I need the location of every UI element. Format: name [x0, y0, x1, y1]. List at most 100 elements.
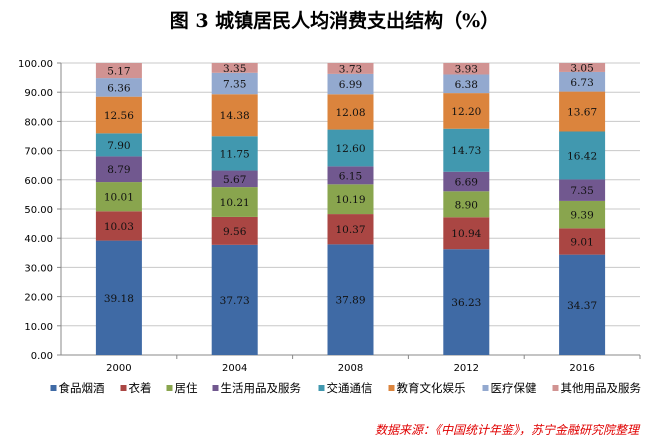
data-label: 10.37: [335, 224, 365, 236]
bar-segment: [443, 74, 490, 94]
data-label: 6.15: [339, 170, 362, 182]
data-label: 36.23: [451, 297, 481, 309]
x-tick-label: 2000: [106, 363, 131, 374]
data-label: 5.67: [223, 174, 246, 186]
data-label: 10.19: [335, 194, 365, 206]
legend-swatch: [120, 385, 127, 391]
legend-label: 居住: [175, 381, 198, 395]
legend-label: 生活用品及服务: [221, 381, 302, 395]
legend-swatch: [482, 385, 489, 391]
bar-segment: [95, 133, 142, 157]
bar-segment: [559, 131, 606, 180]
legend-label: 医疗保健: [491, 381, 537, 395]
bar-segment: [95, 63, 142, 79]
y-tick-label: 40.00: [24, 234, 53, 245]
data-label: 9.56: [223, 226, 247, 238]
data-label: 12.08: [335, 107, 365, 119]
data-label: 9.01: [570, 236, 593, 248]
y-tick-label: 10.00: [24, 322, 53, 333]
data-label: 8.79: [107, 164, 130, 176]
bar-segment: [559, 91, 606, 132]
data-label: 14.38: [220, 110, 250, 122]
legend-swatch: [552, 385, 559, 391]
data-label: 37.73: [220, 295, 250, 307]
bar-segment: [443, 217, 490, 250]
data-label: 6.99: [339, 79, 362, 91]
legend-label: 其他用品及服务: [561, 381, 642, 395]
y-tick-label: 80.00: [24, 117, 53, 128]
bar-segment: [211, 170, 258, 188]
bar-segment: [559, 254, 606, 355]
bar-segment: [95, 96, 142, 134]
legend-swatch: [50, 385, 57, 391]
data-label: 10.03: [104, 221, 134, 233]
data-label: 37.89: [335, 295, 365, 307]
data-label: 9.39: [570, 210, 593, 222]
data-label: 12.60: [335, 143, 365, 155]
bar-segment: [443, 128, 490, 172]
bar-segment: [327, 129, 374, 167]
bar-segment: [211, 187, 258, 217]
y-tick-label: 60.00: [24, 176, 53, 187]
bar-segment: [327, 94, 374, 130]
bar-segment: [559, 228, 606, 255]
bar-segment: [211, 136, 258, 171]
legend-label: 食品烟酒: [59, 381, 105, 395]
bar-segment: [327, 73, 374, 95]
x-tick-label: 2016: [569, 363, 594, 374]
data-label: 5.17: [107, 66, 130, 78]
data-label: 39.18: [104, 293, 134, 305]
bar-segment: [95, 240, 142, 355]
y-tick-label: 90.00: [24, 88, 53, 99]
bar-segment: [559, 179, 606, 201]
y-tick-label: 30.00: [24, 263, 53, 274]
legend-label: 教育文化娱乐: [397, 381, 466, 395]
chart-title: 图 3 城镇居民人均消费支出结构（%）: [169, 10, 500, 32]
bar-segment: [95, 78, 142, 97]
x-tick-label: 2008: [338, 363, 363, 374]
bar-segment: [443, 249, 490, 355]
data-label: 16.42: [567, 150, 597, 162]
data-label: 10.01: [104, 192, 134, 204]
legend-label: 衣着: [129, 381, 152, 395]
bar-segment: [327, 63, 374, 74]
bar-segment: [327, 214, 374, 245]
bar-segment: [327, 166, 374, 185]
data-label: 14.73: [451, 145, 481, 157]
bar-segment: [211, 216, 258, 245]
bar-segment: [211, 94, 258, 137]
data-label: 6.73: [570, 77, 593, 89]
data-label: 3.05: [570, 62, 593, 74]
data-label: 7.35: [570, 185, 593, 197]
data-label: 10.21: [220, 197, 250, 209]
data-label: 6.38: [455, 79, 478, 91]
y-tick-label: 0.00: [31, 351, 53, 362]
data-label: 7.90: [107, 140, 130, 152]
data-label: 12.56: [104, 110, 134, 122]
y-tick-label: 70.00: [24, 147, 53, 158]
y-tick-label: 20.00: [24, 293, 53, 304]
legend-swatch: [318, 385, 325, 391]
bar-segment: [211, 244, 258, 355]
bar-segment: [95, 156, 142, 183]
data-label: 10.94: [451, 228, 481, 240]
data-label: 8.90: [455, 199, 478, 211]
data-label: 3.73: [339, 63, 362, 75]
data-label: 11.75: [220, 148, 250, 160]
y-tick-label: 50.00: [24, 205, 53, 216]
data-label: 34.37: [567, 300, 597, 312]
legend-swatch: [388, 385, 395, 391]
data-label: 13.67: [567, 107, 597, 119]
legend-swatch: [166, 385, 173, 391]
bar-segment: [95, 211, 142, 241]
bar-segment: [443, 171, 490, 192]
x-tick-label: 2004: [222, 363, 247, 374]
bar-segment: [95, 182, 142, 212]
data-label: 3.35: [223, 63, 246, 75]
bar-segment: [327, 184, 374, 215]
bar-segment: [559, 71, 606, 92]
data-label: 3.93: [455, 64, 478, 76]
bar-segment: [443, 63, 490, 75]
data-label: 7.35: [223, 79, 246, 91]
